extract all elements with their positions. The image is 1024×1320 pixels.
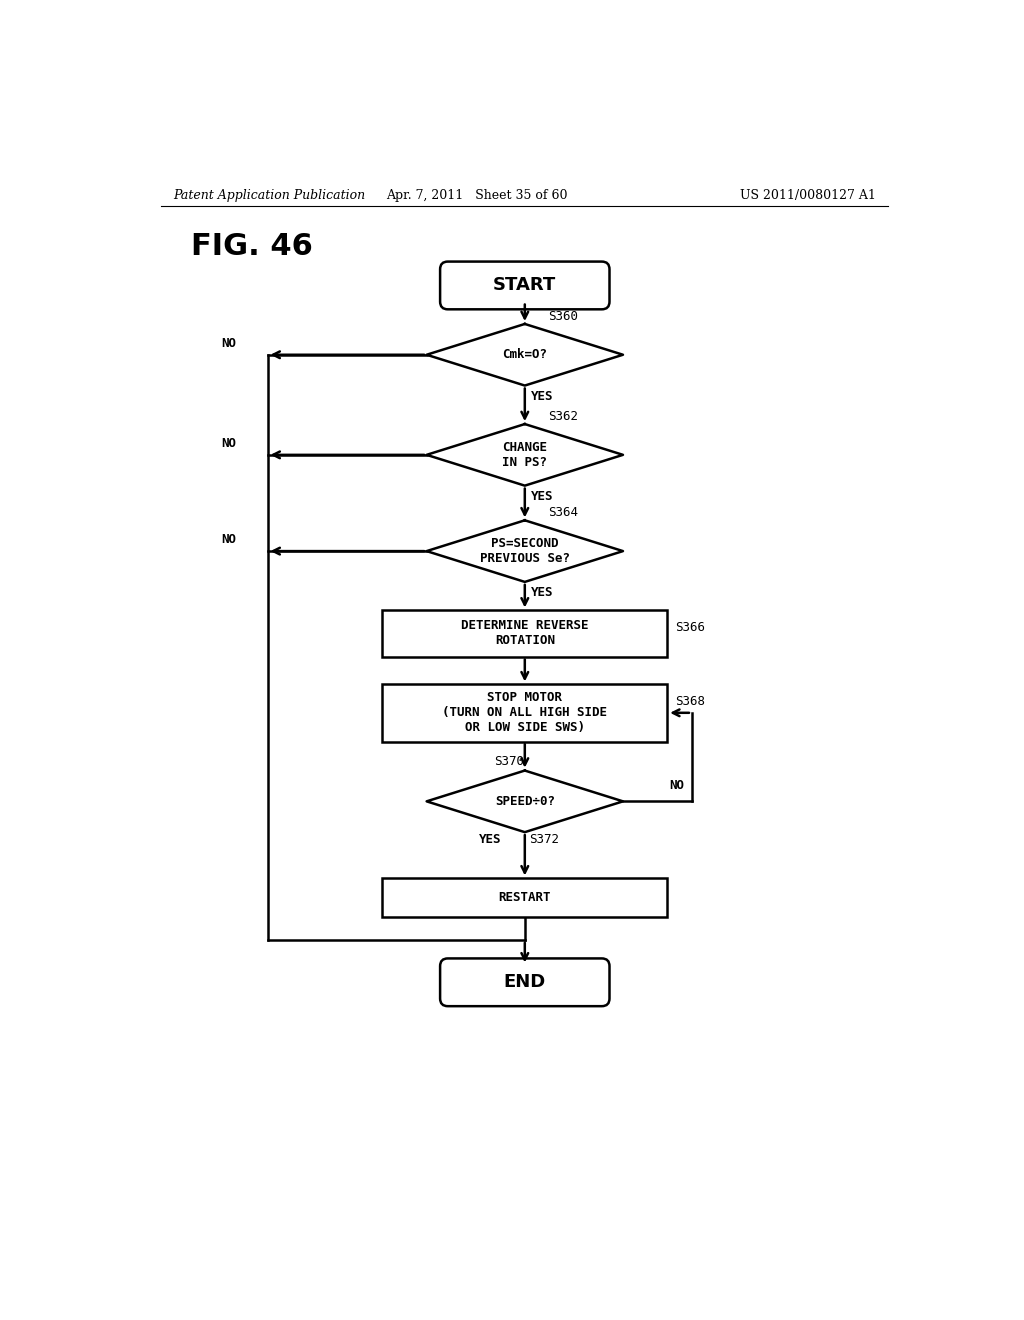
Text: CHANGE
IN PS?: CHANGE IN PS? — [503, 441, 547, 469]
Text: Cmk=O?: Cmk=O? — [503, 348, 547, 362]
Text: S372: S372 — [528, 833, 559, 846]
Text: S370: S370 — [494, 755, 524, 768]
Text: STOP MOTOR
(TURN ON ALL HIGH SIDE
OR LOW SIDE SWS): STOP MOTOR (TURN ON ALL HIGH SIDE OR LOW… — [442, 692, 607, 734]
FancyBboxPatch shape — [440, 261, 609, 309]
Text: NO: NO — [221, 337, 237, 350]
Text: NO: NO — [221, 533, 237, 546]
Text: S362: S362 — [548, 409, 578, 422]
Text: NO: NO — [221, 437, 237, 450]
Text: FIG. 46: FIG. 46 — [190, 232, 312, 261]
FancyBboxPatch shape — [440, 958, 609, 1006]
Text: RESTART: RESTART — [499, 891, 551, 904]
Text: START: START — [494, 276, 556, 294]
Text: DETERMINE REVERSE
ROTATION: DETERMINE REVERSE ROTATION — [461, 619, 589, 648]
Text: US 2011/0080127 A1: US 2011/0080127 A1 — [740, 189, 877, 202]
Text: S368: S368 — [675, 694, 705, 708]
Text: Patent Application Publication: Patent Application Publication — [173, 189, 365, 202]
Bar — [382, 610, 668, 656]
Text: SPEED÷0?: SPEED÷0? — [495, 795, 555, 808]
Text: END: END — [504, 973, 546, 991]
Text: S364: S364 — [548, 506, 578, 519]
Bar — [382, 878, 668, 917]
Text: PS=SECOND
PREVIOUS Se?: PS=SECOND PREVIOUS Se? — [480, 537, 569, 565]
Text: NO: NO — [669, 779, 684, 792]
Text: S360: S360 — [548, 310, 578, 323]
Bar — [382, 684, 668, 742]
Text: Apr. 7, 2011   Sheet 35 of 60: Apr. 7, 2011 Sheet 35 of 60 — [386, 189, 568, 202]
Text: S366: S366 — [675, 620, 705, 634]
Text: YES: YES — [531, 586, 553, 599]
Text: YES: YES — [531, 389, 553, 403]
Text: YES: YES — [478, 833, 501, 846]
Text: YES: YES — [531, 490, 553, 503]
